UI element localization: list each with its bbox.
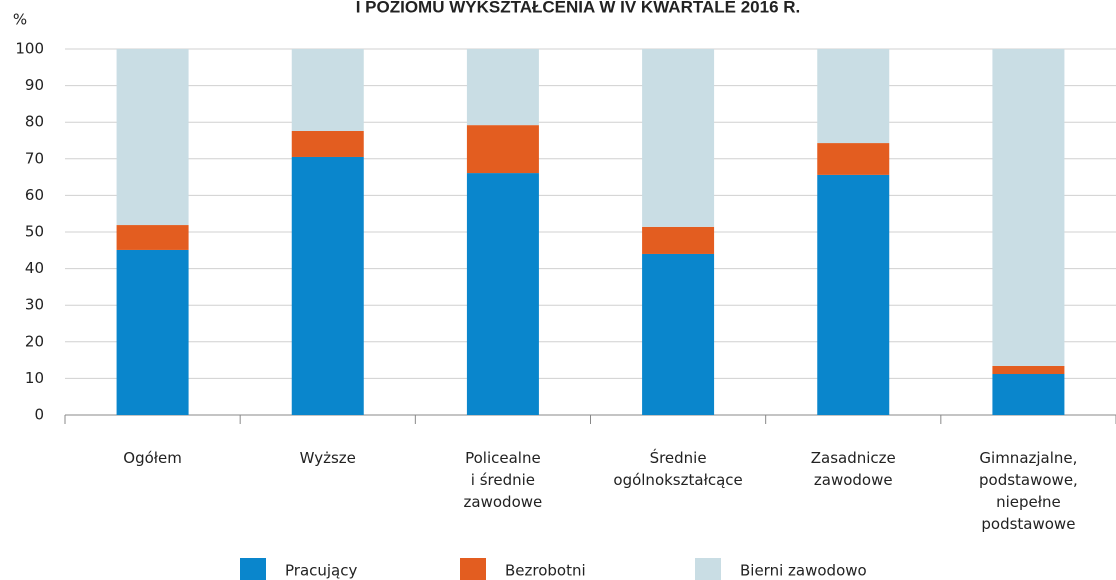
y-tick-label: 10 [25, 369, 44, 387]
x-tick-label-line: Zasadnicze [811, 449, 896, 467]
bar-segment [466, 125, 539, 174]
legend-label: Bierni zawodowo [740, 562, 867, 580]
y-tick-label: 90 [25, 76, 44, 94]
bar-segment [992, 365, 1065, 375]
bar-segment [291, 49, 364, 131]
legend-label: Bezrobotni [505, 562, 586, 580]
y-tick-label: 0 [34, 406, 44, 424]
y-tick-label: 40 [25, 259, 44, 277]
bar-segment [992, 374, 1065, 415]
x-tick-label-line: ogólnokształcące [613, 471, 742, 489]
bar-segment [116, 49, 189, 226]
legend-label: Pracujący [285, 562, 358, 580]
bar-segment [642, 226, 715, 254]
x-tick-label: Zasadnicze zawodowe [811, 449, 896, 489]
bar-segment [466, 49, 539, 126]
x-tick-label-line: podstawowe, [979, 471, 1078, 489]
legend-swatch [240, 558, 266, 580]
bar-segment [116, 225, 189, 250]
bar-segment [817, 49, 890, 144]
x-tick-label-line: niepełne [996, 493, 1061, 511]
bar-segment [291, 156, 364, 415]
y-tick-label: 20 [25, 332, 44, 350]
legend-swatch [695, 558, 721, 580]
x-tick-label: Policealne i średnie zawodowe [464, 449, 543, 511]
x-tick-label-line: Policealne [465, 449, 541, 467]
x-tick-label: Średnie ogólnokształcące [613, 448, 742, 489]
y-tick-label: 100 [15, 40, 44, 58]
x-tick-label-line: Ogółem [123, 449, 182, 467]
x-tick-label: Gimnazjalne, podstawowe, niepełne podstawow… [979, 449, 1078, 533]
bar-segment [817, 143, 890, 175]
x-tick-label-line: zawodowe [464, 493, 543, 511]
x-tick-label: Ogółem [123, 449, 182, 467]
x-tick-label-line: Średnie [650, 448, 707, 467]
bar-segment [116, 249, 189, 415]
y-tick-label: 70 [25, 149, 44, 167]
x-tick-label-line: Gimnazjalne, [979, 449, 1077, 467]
bar-segment [817, 174, 890, 415]
y-tick-label: 80 [25, 113, 44, 131]
bar-segment [642, 253, 715, 415]
y-tick-label: 30 [25, 296, 44, 314]
bar-segment [642, 49, 715, 227]
y-tick-label: 50 [25, 223, 44, 241]
y-axis-label: % [13, 11, 27, 29]
legend-swatch [460, 558, 486, 580]
x-tick-label-line: i średnie [471, 471, 535, 489]
y-tick-label: 60 [25, 186, 44, 204]
bar-segment [291, 130, 364, 157]
x-tick-label-line: Wyższe [300, 449, 356, 467]
x-tick-label-line: zawodowe [814, 471, 893, 489]
x-tick-label-line: podstawowe [981, 515, 1075, 533]
x-tick-label: Wyższe [300, 449, 356, 467]
bar-segment [466, 173, 539, 415]
bar-segment [992, 49, 1065, 366]
chart-title: I POZIOMU WYKSZTAŁCENIA W IV KWARTALE 20… [356, 0, 801, 16]
